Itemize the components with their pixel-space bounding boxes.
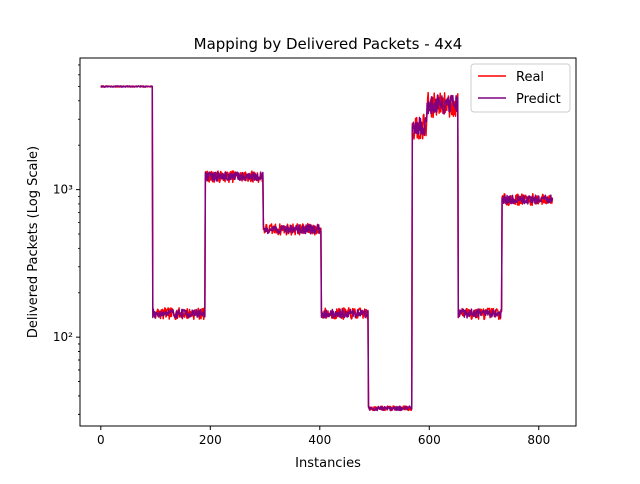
x-tick-label: 800 [527,433,550,447]
x-tick-label: 600 [418,433,441,447]
y-tick-label: 10³ [53,183,73,197]
y-tick-label: 10² [53,330,73,344]
x-tick-label: 400 [308,433,331,447]
series-lines [100,85,554,412]
legend-label: Real [516,70,544,85]
x-axis: 0 200 400 600 800 [97,426,550,447]
plot-frame [79,57,577,427]
legend: Real Predict [470,63,571,113]
y-axis-label: Delivered Packets (Log Scale) [26,146,41,338]
x-tick-label: 200 [199,433,222,447]
y-axis: 10² 10³ [53,64,80,415]
chart-title: Mapping by Delivered Packets - 4x4 [194,35,463,53]
series-line-predict [100,85,554,412]
x-tick-label: 0 [97,433,105,447]
x-axis-label: Instancies [295,456,361,471]
legend-label: Predict [516,92,561,107]
